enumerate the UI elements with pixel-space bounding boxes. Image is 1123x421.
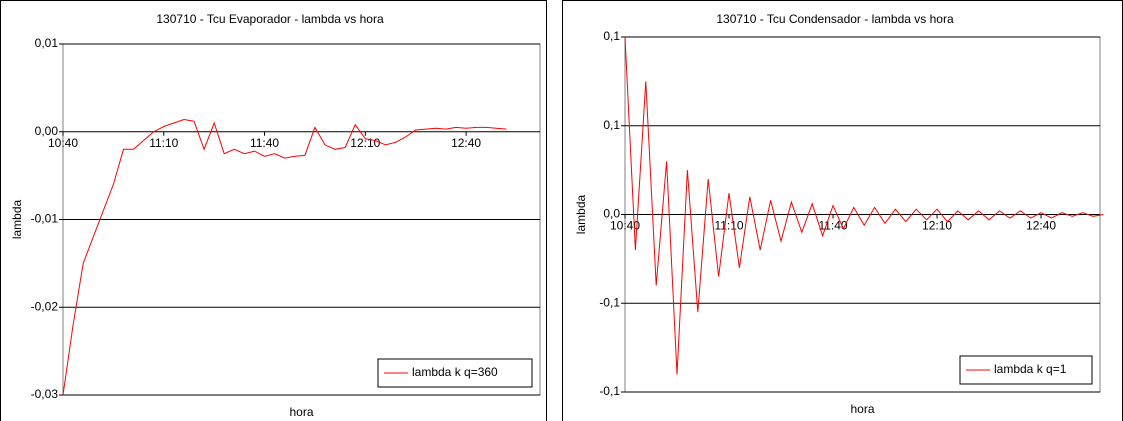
y-tick-label: 0,1 — [603, 118, 620, 132]
x-tick-label: 10:40 — [610, 219, 640, 233]
y-axis-label: lambda — [574, 194, 588, 234]
y-tick-label: -0,1 — [599, 384, 620, 398]
y-tick-label: 0,00 — [35, 124, 59, 138]
y-tick-label: -0,03 — [31, 387, 59, 401]
x-axis-label: hora — [289, 405, 313, 419]
y-tick-label: -0,02 — [31, 299, 59, 313]
y-tick-label: 0,1 — [603, 29, 620, 43]
data-line — [624, 36, 1104, 375]
x-axis-label: hora — [850, 402, 874, 416]
legend-label: lambda k q=1 — [994, 362, 1067, 376]
data-line — [62, 118, 507, 396]
chart-title: 130710 - Tcu Evaporador - lambda vs hora — [156, 12, 384, 26]
x-tick-label: 11:10 — [714, 219, 743, 233]
x-tick-label: 11:40 — [818, 219, 847, 233]
y-tick-label: 0,0 — [603, 207, 620, 221]
legend-label: lambda k q=360 — [412, 365, 498, 379]
chart-title: 130710 - Tcu Condensador - lambda vs hor… — [716, 12, 954, 26]
y-axis-label: lambda — [10, 199, 24, 239]
x-tick-label: 10:40 — [48, 136, 78, 150]
x-tick-label: 12:10 — [350, 136, 380, 150]
y-tick-label: -0,1 — [599, 295, 620, 309]
x-tick-label: 12:40 — [451, 136, 481, 150]
x-tick-label: 11:40 — [250, 136, 279, 150]
x-tick-label: 12:10 — [922, 219, 952, 233]
x-tick-label: 12:40 — [1026, 219, 1056, 233]
y-tick-label: -0,01 — [31, 212, 59, 226]
y-tick-label: 0,01 — [35, 36, 59, 50]
x-tick-label: 11:10 — [149, 136, 178, 150]
